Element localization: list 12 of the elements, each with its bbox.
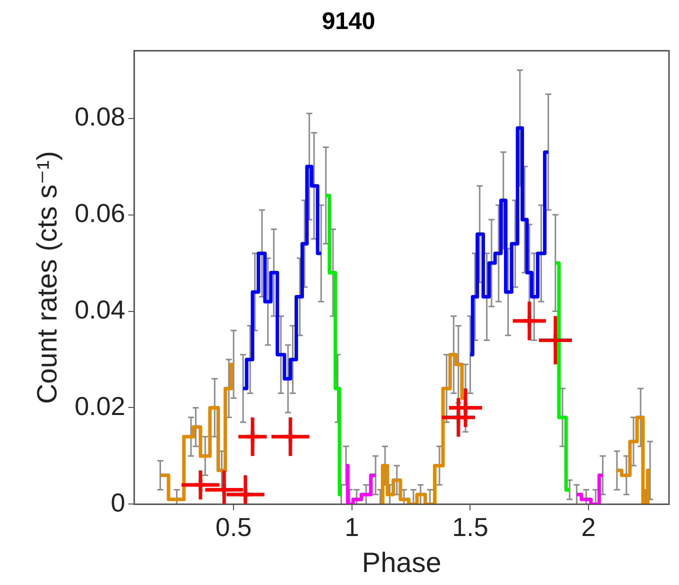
x-tick-label: 0.5 [216,512,252,542]
x-tick-label: 1.5 [452,512,488,542]
x-tick-label: 2 [581,512,596,542]
y-tick-label: 0.04 [74,294,126,324]
y-tick-label: 0.06 [74,198,126,228]
y-axis-title: Count rates (cts s⁻¹) [32,151,63,404]
x-axis-title: Phase [362,546,442,578]
y-tick-label: 0.02 [74,390,126,421]
y-tick-label: 0.08 [74,102,126,132]
x-tick-label: 1 [344,512,360,542]
chart-title: 9140 [322,8,376,36]
y-tick-label: 0 [110,487,126,518]
